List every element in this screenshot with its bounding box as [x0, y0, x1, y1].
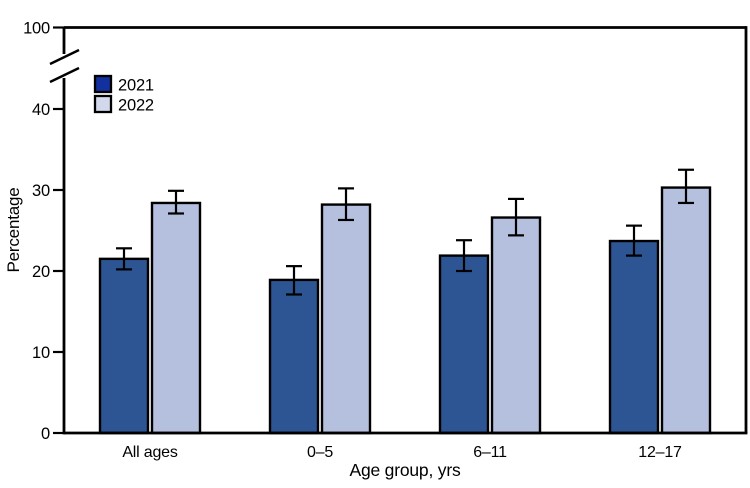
bar-2022-3 [490, 216, 542, 435]
axis-break-slash-upper [49, 48, 80, 66]
bar-2022-1 [150, 201, 202, 435]
x-tick-label-1: All ages [122, 444, 178, 461]
legend-swatch-2021 [93, 74, 113, 94]
y-tick-label-20: 20 [32, 263, 50, 281]
y-tick-label-10: 10 [32, 344, 50, 362]
x-tick-label-2: 0–5 [307, 444, 333, 461]
x-tick-label-3: 6–11 [473, 444, 507, 461]
bar-2022-4 [660, 186, 712, 435]
legend-label-2022: 2022 [118, 97, 154, 115]
y-tick-label-100: 100 [23, 20, 50, 38]
x-axis-title: Age group, yrs [349, 460, 460, 480]
x-tick-label-4: 12–17 [638, 444, 682, 461]
bar-2022-2 [320, 203, 372, 435]
axis-break-slash-lower [49, 66, 80, 84]
y-tick-label-0: 0 [41, 425, 50, 443]
bar-2021-2 [268, 278, 320, 435]
bar-2021-1 [98, 257, 150, 435]
legend-swatch-2022 [93, 94, 113, 114]
y-axis-title: Percentage [4, 188, 23, 273]
y-tick-label-40: 40 [32, 101, 50, 119]
legend-label-2021: 2021 [118, 77, 154, 95]
bar-2021-3 [438, 254, 490, 435]
y-tick-label-30: 30 [32, 182, 50, 200]
bar-2021-4 [608, 239, 660, 435]
